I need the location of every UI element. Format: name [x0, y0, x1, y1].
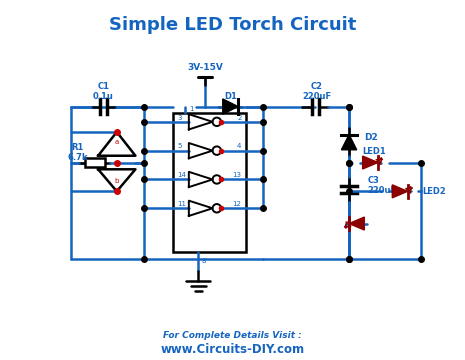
Text: 1: 1 [189, 106, 193, 112]
Text: www.Circuits-DIY.com: www.Circuits-DIY.com [160, 342, 305, 356]
Text: R1
6.7k: R1 6.7k [67, 143, 88, 162]
Text: LED1: LED1 [362, 147, 385, 156]
FancyBboxPatch shape [173, 113, 246, 252]
Text: 12: 12 [232, 201, 241, 207]
Polygon shape [98, 132, 135, 156]
Text: D1: D1 [224, 92, 237, 101]
Text: 14: 14 [177, 172, 186, 178]
Text: a: a [115, 139, 119, 145]
Polygon shape [349, 217, 364, 230]
Text: C2
220uF: C2 220uF [302, 82, 332, 101]
Text: 11: 11 [177, 201, 186, 207]
Polygon shape [341, 135, 357, 150]
Text: 5: 5 [177, 143, 181, 149]
Text: b: b [114, 178, 119, 184]
Text: 3V-15V: 3V-15V [187, 63, 223, 72]
Text: 3: 3 [177, 114, 181, 121]
Polygon shape [98, 169, 135, 191]
Text: 4: 4 [237, 143, 241, 149]
Polygon shape [223, 99, 238, 114]
Text: C3
220uF: C3 220uF [368, 176, 397, 195]
Text: 8: 8 [201, 258, 206, 264]
Text: Simple LED Torch Circuit: Simple LED Torch Circuit [109, 16, 356, 34]
Text: 13: 13 [232, 172, 241, 178]
Text: D2: D2 [364, 134, 378, 143]
Text: LED2: LED2 [422, 187, 446, 196]
Polygon shape [392, 185, 407, 198]
Text: ~: ~ [113, 158, 121, 167]
Text: C1
0.1u: C1 0.1u [93, 82, 113, 101]
Text: 2: 2 [237, 114, 241, 121]
Text: For Complete Details Visit :: For Complete Details Visit : [163, 331, 302, 340]
FancyBboxPatch shape [85, 158, 105, 167]
Polygon shape [363, 156, 378, 169]
